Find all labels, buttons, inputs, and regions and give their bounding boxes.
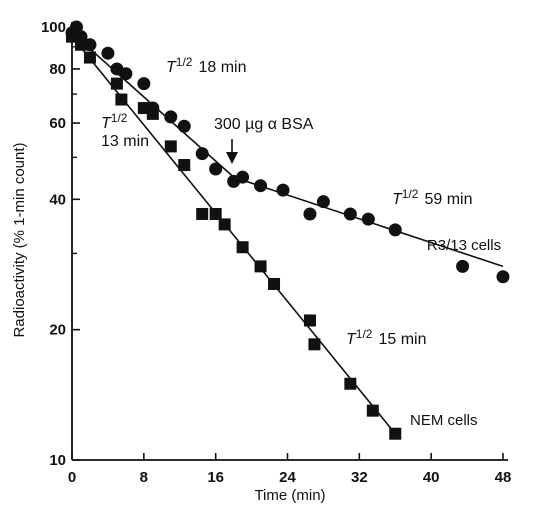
point-nem <box>218 218 231 231</box>
x-tick-label: 8 <box>140 469 148 486</box>
point-r313 <box>316 195 330 209</box>
point-nem <box>308 338 321 351</box>
x-axis-title: Time (min) <box>254 487 325 504</box>
x-tick-label: 0 <box>68 469 76 486</box>
y-tick-label: 20 <box>49 322 66 339</box>
point-r313 <box>456 259 470 273</box>
point-r313 <box>388 223 402 237</box>
x-tick-label: 32 <box>351 469 368 486</box>
axis-ticks: 0 8 16 24 32 40 48 10 20 40 60 80 100 <box>41 19 511 486</box>
data-points <box>65 20 510 440</box>
point-r313 <box>101 46 115 60</box>
annotation-t59: T1/2 59 min <box>392 187 473 208</box>
y-tick-label: 40 <box>49 191 66 208</box>
point-nem <box>146 107 159 120</box>
point-nem <box>115 93 128 106</box>
y-tick-label: 100 <box>41 19 66 36</box>
point-nem <box>164 140 177 153</box>
point-nem <box>209 207 222 220</box>
y-tick-label: 10 <box>49 452 66 469</box>
point-nem <box>236 241 249 254</box>
point-r313 <box>119 67 133 81</box>
annotation-t15: T1/2 15 min <box>346 327 427 348</box>
point-r313 <box>195 147 209 161</box>
y-axis-title: Radioactivity (% 1-min count) <box>11 142 28 337</box>
point-r313 <box>496 270 510 284</box>
annotation-t18: T1/2 18 min <box>166 55 247 76</box>
point-r313 <box>276 183 290 197</box>
annotation-t13-line2: 13 min <box>101 133 149 150</box>
fit-lines <box>71 32 504 435</box>
annotation-t13-line1: T1/2 <box>101 111 128 132</box>
y-tick-label: 60 <box>49 115 66 132</box>
point-r313 <box>343 207 357 221</box>
point-nem <box>83 51 96 64</box>
point-nem <box>268 277 281 290</box>
y-tick-label: 80 <box>49 61 66 78</box>
x-tick-label: 40 <box>423 469 440 486</box>
point-r313 <box>254 179 268 193</box>
point-nem <box>178 159 191 172</box>
point-r313 <box>177 119 191 133</box>
point-nem <box>196 207 209 220</box>
x-tick-label: 24 <box>279 469 296 486</box>
point-nem <box>303 314 316 327</box>
point-r313 <box>236 170 250 184</box>
label-nem-cells: NEM cells <box>410 412 478 429</box>
point-r313 <box>69 20 83 34</box>
point-r313 <box>209 162 223 176</box>
bsa-arrow <box>226 139 238 164</box>
point-r313 <box>361 212 375 226</box>
x-tick-label: 48 <box>495 469 512 486</box>
point-nem <box>389 427 402 440</box>
point-nem <box>74 38 87 51</box>
point-nem <box>254 260 267 273</box>
annotation-bsa: 300 µg α BSA <box>214 116 314 133</box>
point-nem <box>366 404 379 417</box>
point-r313 <box>137 77 151 91</box>
point-r313 <box>164 110 178 124</box>
label-r313-cells: R3/13 cells <box>427 237 501 254</box>
point-nem <box>110 77 123 90</box>
x-tick-label: 16 <box>207 469 224 486</box>
point-nem <box>344 377 357 390</box>
point-r313 <box>303 207 317 221</box>
